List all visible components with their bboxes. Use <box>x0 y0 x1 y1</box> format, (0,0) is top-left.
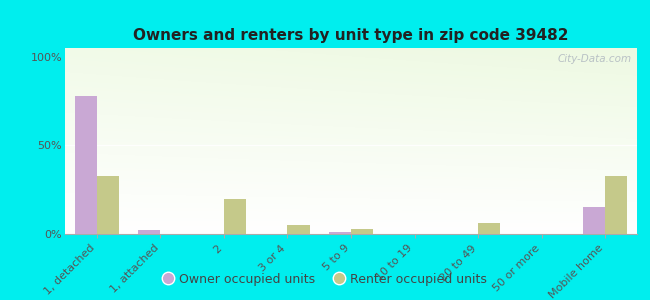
Bar <box>605 176 627 234</box>
Bar <box>97 176 119 234</box>
Bar <box>138 230 161 234</box>
Legend: Owner occupied units, Renter occupied units: Owner occupied units, Renter occupied un… <box>158 268 492 291</box>
Text: City-Data.com: City-Data.com <box>557 54 631 64</box>
Title: Owners and renters by unit type in zip code 39482: Owners and renters by unit type in zip c… <box>133 28 569 43</box>
Bar <box>224 199 246 234</box>
Bar <box>287 225 309 234</box>
Bar <box>75 96 97 234</box>
Bar <box>329 232 351 234</box>
Bar <box>351 229 373 234</box>
Bar <box>478 224 500 234</box>
Bar <box>583 207 605 234</box>
